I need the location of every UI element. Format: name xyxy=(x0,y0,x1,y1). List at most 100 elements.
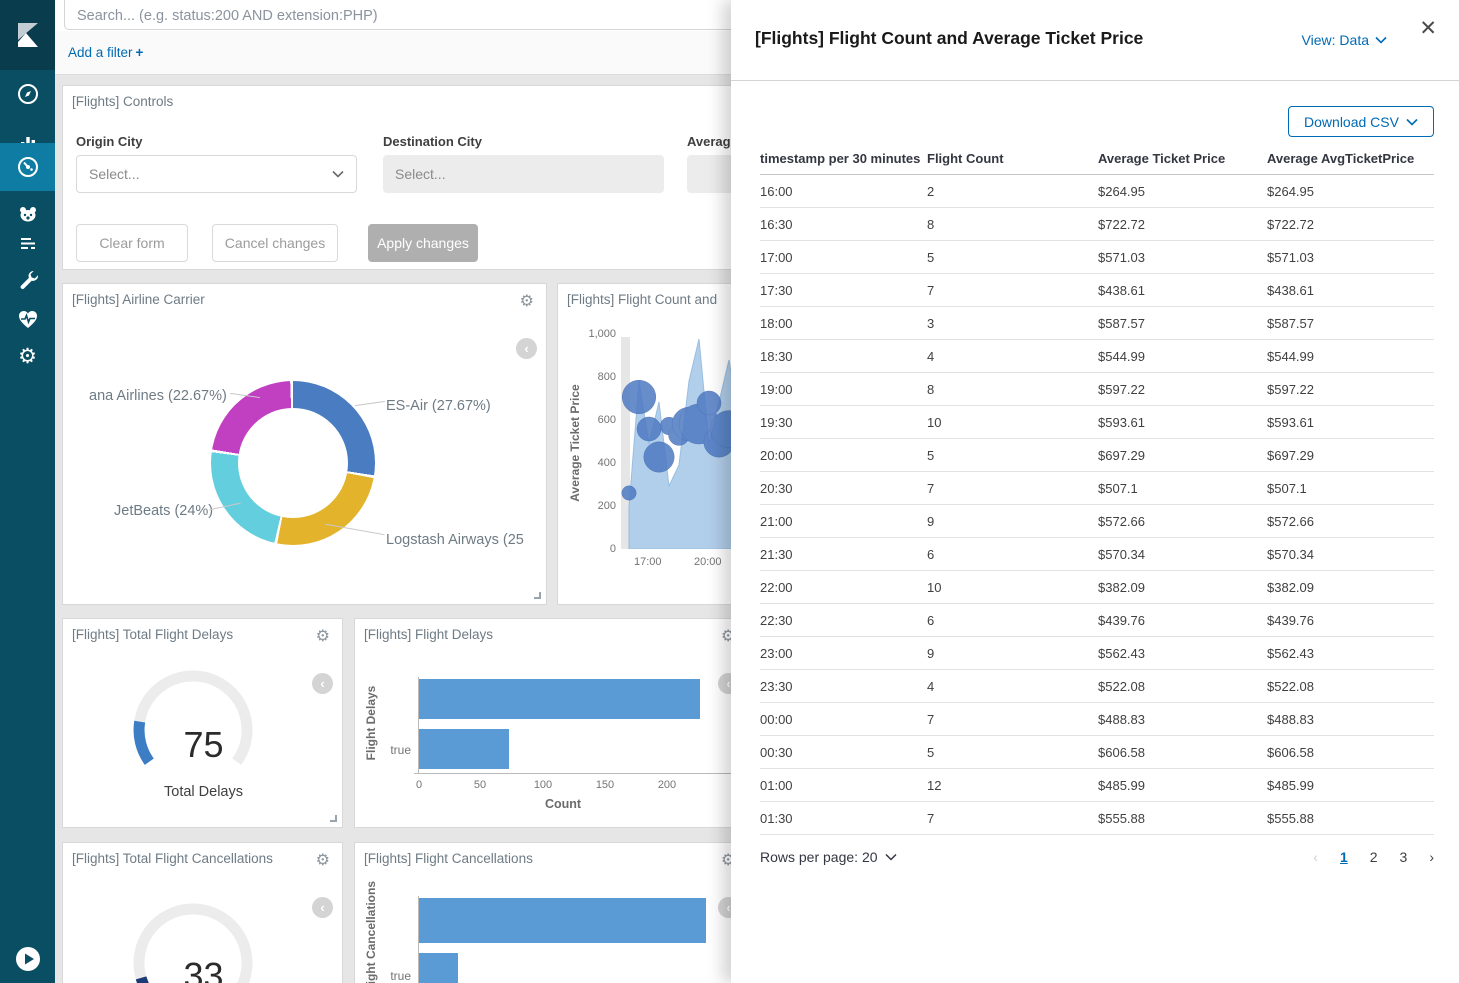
cell-timestamp: 18:00 xyxy=(760,306,927,340)
legend-toggle-button[interactable]: ‹ xyxy=(312,897,333,918)
table-row: 00:30 5 $606.58 $606.58 xyxy=(760,735,1434,769)
cell-timestamp: 22:00 xyxy=(760,570,927,604)
download-csv-button[interactable]: Download CSV xyxy=(1288,106,1434,137)
table-row: 21:00 9 $572.66 $572.66 xyxy=(760,504,1434,538)
cell-avg-avgticketprice: $438.61 xyxy=(1267,273,1434,307)
cell-timestamp: 19:30 xyxy=(760,405,927,439)
data-table-body: 16:00 2 $264.95 $264.95 16:30 8 $722.72 … xyxy=(760,174,1434,835)
table-row: 01:00 12 $485.99 $485.99 xyxy=(760,768,1434,802)
panel-title: [Flights] Flight Count and xyxy=(567,292,718,307)
heartbeat-icon xyxy=(18,311,37,328)
cell-avg-ticket-price: $507.1 xyxy=(1098,471,1267,505)
cell-avg-ticket-price: $555.88 xyxy=(1098,801,1267,835)
table-row: 17:00 5 $571.03 $571.03 xyxy=(760,240,1434,274)
legend-toggle-button[interactable]: ‹ xyxy=(312,673,333,694)
origin-city-label: Origin City xyxy=(76,134,143,149)
cell-flight-count: 8 xyxy=(927,207,1098,241)
add-filter-link[interactable]: Add a filter + xyxy=(68,45,143,60)
dashboard-gauge-icon xyxy=(17,157,38,177)
destination-city-select[interactable]: Select... xyxy=(383,155,664,193)
bar-false[interactable] xyxy=(418,898,706,943)
kibana-logo[interactable] xyxy=(0,0,55,70)
previous-page-icon[interactable]: ‹ xyxy=(1313,849,1318,865)
add-filter-label: Add a filter xyxy=(68,45,133,60)
cell-avg-avgticketprice: $507.1 xyxy=(1267,471,1434,505)
panel-title: [Flights] Flight Cancellations xyxy=(364,851,533,866)
cell-avg-ticket-price: $488.83 xyxy=(1098,702,1267,736)
origin-city-select[interactable]: Select... xyxy=(76,155,357,193)
cell-avg-avgticketprice: $488.83 xyxy=(1267,702,1434,736)
cell-timestamp: 16:30 xyxy=(760,207,927,241)
kibana-logo-icon xyxy=(17,23,38,47)
cell-timestamp: 18:30 xyxy=(760,339,927,373)
legend-toggle-button[interactable]: ‹ xyxy=(516,338,537,359)
destination-city-placeholder: Select... xyxy=(395,166,446,182)
cell-avg-ticket-price: $264.95 xyxy=(1098,174,1267,208)
chevron-down-icon xyxy=(1375,36,1387,44)
clear-form-button[interactable]: Clear form xyxy=(76,224,188,262)
cell-flight-count: 9 xyxy=(927,636,1098,670)
average-label: Averag xyxy=(687,134,731,149)
rows-per-page-dropdown[interactable]: Rows per page: 20 xyxy=(760,849,897,865)
gear-icon[interactable]: ⚙ xyxy=(315,628,330,645)
delays-gauge[interactable] xyxy=(123,658,263,778)
airline-donut-chart[interactable] xyxy=(211,381,375,545)
cell-avg-ticket-price: $722.72 xyxy=(1098,207,1267,241)
sidebar-item-dev-tools[interactable] xyxy=(0,255,55,303)
panel-title: [Flights] Controls xyxy=(72,94,174,109)
gauge-label: Total Delays xyxy=(164,784,243,800)
data-flyout: [Flights] Flight Count and Average Ticke… xyxy=(731,0,1459,983)
resize-handle[interactable] xyxy=(330,815,337,822)
sidebar-item-logs[interactable] xyxy=(0,219,55,267)
cell-flight-count: 10 xyxy=(927,570,1098,604)
view-data-dropdown[interactable]: View: Data xyxy=(1302,32,1387,48)
cell-avg-avgticketprice: $439.76 xyxy=(1267,603,1434,637)
pagination: ‹ 1 2 3 › xyxy=(1313,849,1434,865)
cell-timestamp: 21:00 xyxy=(760,504,927,538)
gear-icon[interactable]: ⚙ xyxy=(519,293,534,310)
cell-flight-count: 2 xyxy=(927,174,1098,208)
column-header-flight-count: Flight Count xyxy=(927,145,1098,175)
cell-avg-ticket-price: $382.09 xyxy=(1098,570,1267,604)
resize-handle[interactable] xyxy=(534,592,541,599)
gear-icon[interactable]: ⚙ xyxy=(315,852,330,869)
sidebar-item-apm[interactable] xyxy=(0,191,55,239)
column-header-avg-ticket-price: Average Ticket Price xyxy=(1098,145,1267,175)
gauge-value: 33 xyxy=(183,955,224,983)
bar-true[interactable] xyxy=(418,729,509,769)
sidebar-item-monitoring[interactable] xyxy=(0,295,55,343)
page-1[interactable]: 1 xyxy=(1339,849,1348,865)
sidebar-item-dashboard[interactable] xyxy=(0,143,55,191)
cell-timestamp: 23:30 xyxy=(760,669,927,703)
cell-flight-count: 7 xyxy=(927,273,1098,307)
panel-airline-carrier: [Flights] Airline Carrier ⚙ ‹ ana Airlin… xyxy=(62,283,547,605)
page-3[interactable]: 3 xyxy=(1399,849,1408,865)
y-axis-label: Flight Cancellations xyxy=(364,881,378,983)
cell-avg-avgticketprice: $485.99 xyxy=(1267,768,1434,802)
sidebar-item-management[interactable]: ⚙ xyxy=(0,332,55,380)
origin-city-placeholder: Select... xyxy=(89,166,140,182)
plus-icon: + xyxy=(135,45,144,60)
x-axis-label: Count xyxy=(545,797,582,811)
apply-changes-button[interactable]: Apply changes xyxy=(368,224,478,262)
cell-avg-ticket-price: $439.76 xyxy=(1098,603,1267,637)
cell-avg-ticket-price: $438.61 xyxy=(1098,273,1267,307)
y-tick-true: true xyxy=(390,743,411,757)
sidebar-item-discover[interactable] xyxy=(0,70,55,118)
panel-title: [Flights] Total Flight Cancellations xyxy=(72,851,273,866)
cell-avg-ticket-price: $570.34 xyxy=(1098,537,1267,571)
bar-true[interactable] xyxy=(418,953,458,983)
next-page-icon[interactable]: › xyxy=(1429,849,1434,865)
table-row: 20:30 7 $507.1 $507.1 xyxy=(760,471,1434,505)
cell-avg-avgticketprice: $562.43 xyxy=(1267,636,1434,670)
cancellations-gauge[interactable] xyxy=(123,891,263,983)
page-2[interactable]: 2 xyxy=(1369,849,1378,865)
donut-label-kibana-airlines: ana Airlines (22.67%) xyxy=(89,388,227,404)
cell-avg-ticket-price: $587.57 xyxy=(1098,306,1267,340)
nav-expand-button[interactable] xyxy=(14,945,42,973)
column-header-avg-avgticketprice: Average AvgTicketPrice xyxy=(1267,145,1434,175)
destination-city-label: Destination City xyxy=(383,134,482,149)
bar-false[interactable] xyxy=(418,679,700,719)
close-icon[interactable]: ✕ xyxy=(1419,17,1437,40)
cancel-changes-button[interactable]: Cancel changes xyxy=(212,224,338,262)
